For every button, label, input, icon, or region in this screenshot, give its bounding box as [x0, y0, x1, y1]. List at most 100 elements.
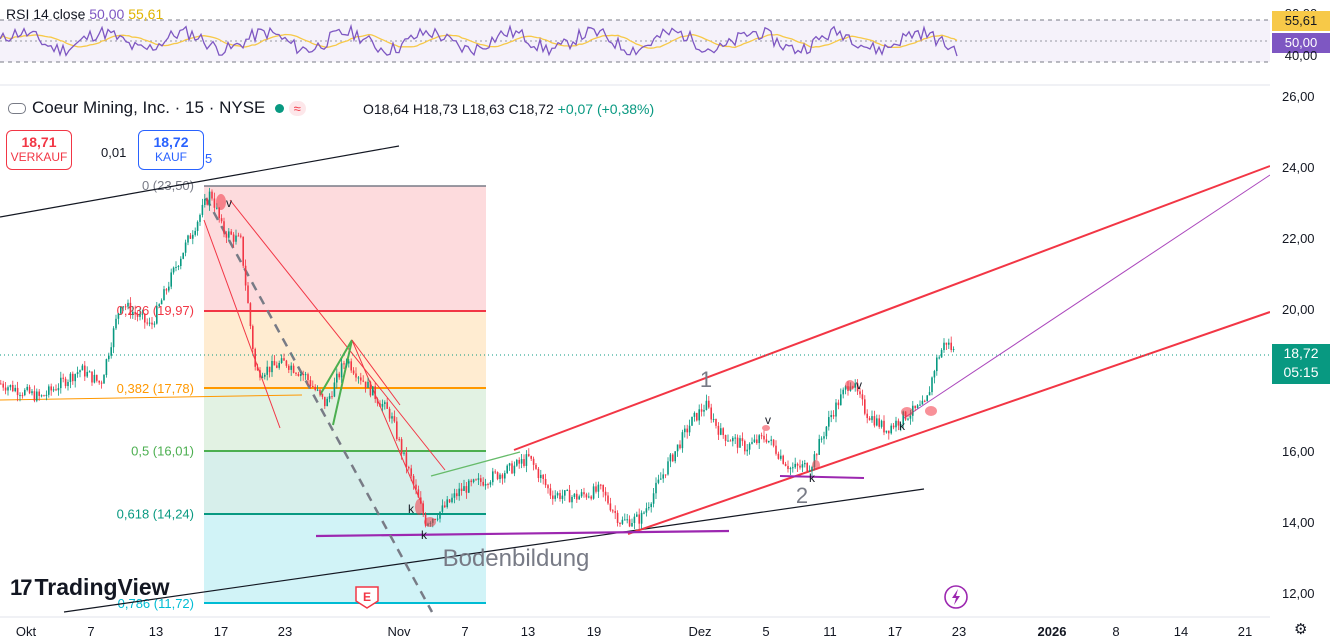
falling-channel-line-3[interactable]	[351, 339, 421, 501]
candle-body-391	[938, 357, 940, 359]
candle-body-308	[739, 438, 741, 448]
candle-body-76	[182, 252, 184, 259]
support-line-2[interactable]	[779, 475, 865, 479]
candle-body-32	[76, 372, 79, 375]
lower-black-trendline[interactable]	[63, 488, 925, 613]
candle-body-73	[175, 267, 177, 269]
candle-body-108	[259, 370, 261, 378]
rsi-title: RSI 14 close	[6, 6, 86, 22]
candle-body-70	[168, 286, 170, 291]
candle-body-383	[919, 404, 921, 406]
candle-body-24	[57, 388, 60, 391]
candle-body-3	[7, 387, 9, 391]
candle-body-282	[676, 444, 679, 452]
time-tick-8: 19	[587, 624, 601, 639]
marker-mid-1	[762, 425, 770, 431]
candle-body-210	[504, 473, 506, 479]
candle-body-155	[372, 386, 374, 396]
candle-body-319	[765, 439, 768, 443]
candle-body-130	[312, 386, 314, 388]
candle-body-288	[691, 416, 693, 426]
annotation-8: k	[809, 471, 816, 485]
candle-body-223	[535, 464, 537, 469]
lightning-icon[interactable]	[944, 585, 968, 609]
channel-upper-line[interactable]	[513, 165, 1271, 451]
candle-body-217	[520, 459, 523, 464]
candle-body-64	[153, 323, 156, 325]
channel-lower-line[interactable]	[627, 311, 1271, 535]
candle-body-225	[540, 474, 542, 479]
candle-body-120	[288, 365, 290, 370]
candle-body-112	[268, 366, 271, 373]
candle-body-218	[523, 459, 525, 466]
candle-body-16	[38, 391, 40, 396]
time-tick-2: 13	[149, 624, 163, 639]
candle-body-92	[220, 218, 223, 222]
candle-body-79	[189, 235, 192, 239]
wave-badge-icon[interactable]: ≈	[288, 101, 306, 116]
bottom-support-line[interactable]	[315, 529, 730, 538]
candle-body-111	[266, 366, 268, 375]
time-tick-4: 23	[278, 624, 292, 639]
tradingview-logo[interactable]: 17 TradingView	[10, 574, 170, 601]
buy-button[interactable]: 18,72 KAUF	[138, 130, 204, 170]
candle-body-342	[820, 438, 823, 440]
purple-diagonal-line[interactable]	[903, 174, 1271, 419]
candle-body-81	[194, 230, 196, 235]
annotation-5: v	[856, 378, 862, 392]
candle-body-124	[297, 373, 300, 377]
candle-body-221	[530, 455, 532, 459]
price-axis[interactable]	[1270, 0, 1332, 643]
candle-body-314	[753, 439, 756, 443]
candle-body-244	[585, 494, 588, 498]
green-breakout-line[interactable]	[430, 451, 521, 477]
candle-body-18	[43, 395, 45, 397]
candle-body-105	[252, 326, 254, 350]
settings-gear-icon[interactable]: ⚙	[1294, 621, 1308, 638]
candle-body-209	[501, 474, 504, 479]
price-tick-5: 14,00	[1282, 515, 1315, 530]
candle-body-337	[808, 470, 811, 472]
candle-body-258	[619, 523, 621, 525]
candle-body-0	[0, 383, 2, 385]
earnings-badge[interactable]: E	[355, 586, 379, 609]
candle-body-193	[463, 486, 465, 491]
candle-body-327	[784, 463, 787, 466]
annotation-9: k	[899, 419, 906, 433]
marker-mid-2	[812, 460, 820, 470]
fib-retracement[interactable]	[204, 185, 486, 604]
candle-body-41	[98, 380, 100, 383]
upper-black-trendline[interactable]	[0, 145, 400, 218]
candle-body-234	[561, 495, 564, 499]
current-price-tag: 18,72 05:15	[1272, 344, 1330, 384]
candle-body-369	[885, 430, 888, 433]
price-tick-1: 24,00	[1282, 160, 1315, 175]
falling-channel-line-4[interactable]	[351, 339, 401, 406]
candle-body-256	[614, 511, 616, 513]
bar-countdown: 05:15	[1283, 364, 1319, 380]
time-tick-5: Nov	[387, 624, 411, 639]
candle-body-10	[24, 389, 26, 396]
annotation-2: 2	[796, 483, 808, 508]
candle-body-320	[768, 440, 770, 443]
candle-body-371	[890, 425, 892, 434]
orange-level-line[interactable]	[0, 394, 303, 401]
candle-body-199	[477, 478, 480, 480]
candle-body-93	[223, 221, 225, 234]
falling-channel-line-1[interactable]	[203, 219, 281, 429]
symbol-header[interactable]: Coeur Mining, Inc. · 15 · NYSE ≈	[8, 98, 306, 118]
falling-channel-line-2[interactable]	[229, 199, 446, 471]
candle-body-246	[590, 496, 592, 499]
candle-body-289	[693, 412, 696, 417]
candle-body-333	[799, 465, 801, 468]
candle-body-325	[780, 455, 782, 459]
candle-body-62	[148, 322, 151, 324]
fib-zone-0	[204, 186, 486, 311]
candle-body-49	[117, 313, 120, 319]
candle-body-213	[511, 463, 513, 474]
candle-body-7	[16, 387, 19, 396]
sell-button[interactable]: 18,71 VERKAUF	[6, 130, 72, 170]
candle-body-143	[343, 363, 345, 365]
time-tick-10: 5	[762, 624, 769, 639]
